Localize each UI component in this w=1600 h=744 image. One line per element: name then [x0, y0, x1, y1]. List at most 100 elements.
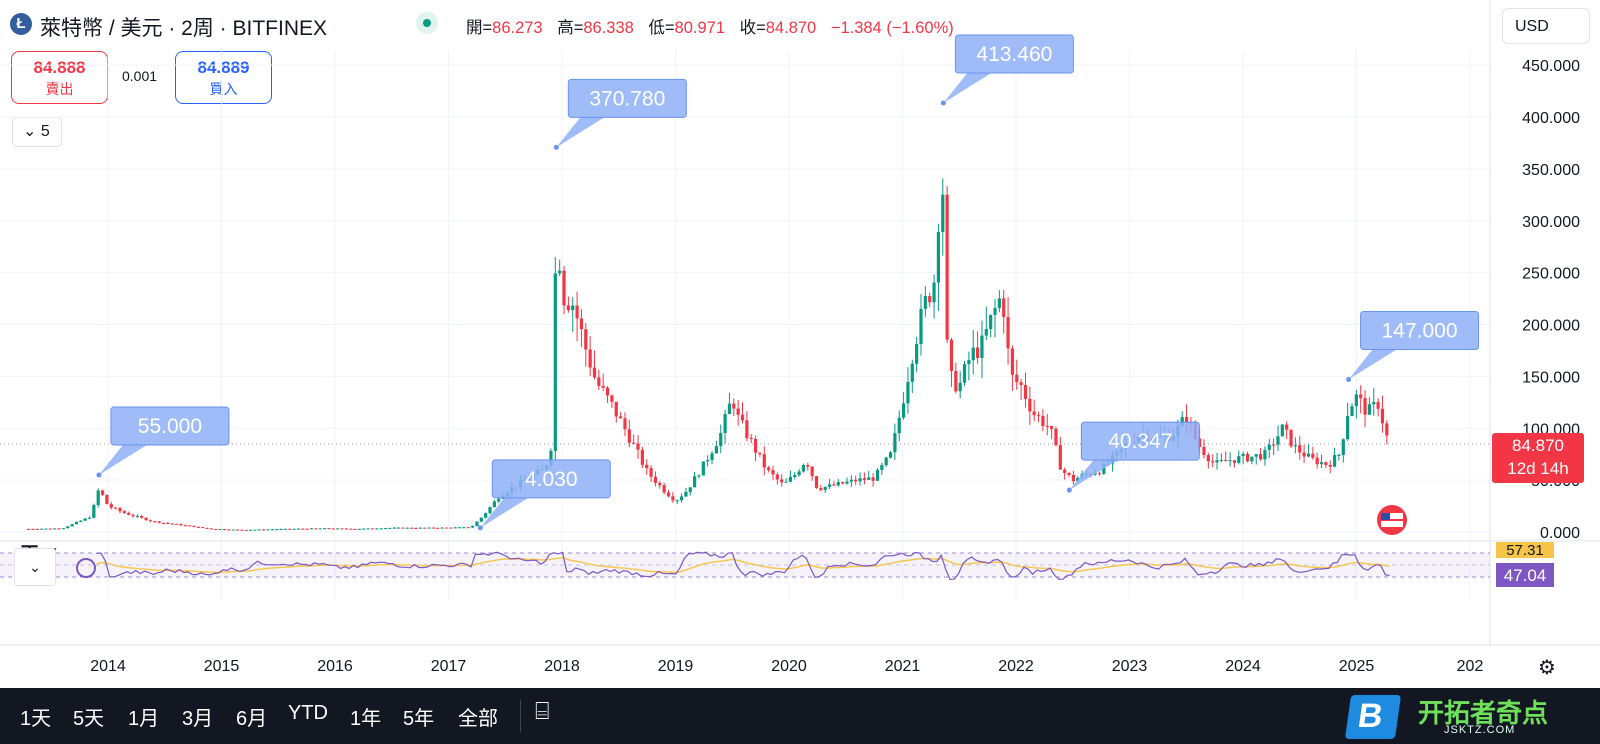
- candle-body: [340, 528, 344, 530]
- currency-select[interactable]: USD: [1502, 8, 1590, 44]
- candle-body: [1272, 444, 1276, 446]
- candle-body: [549, 450, 553, 466]
- price-chart[interactable]: 0.00050.000100.000150.000200.000250.0003…: [0, 0, 1600, 688]
- candle-body: [475, 521, 479, 527]
- candle-body: [497, 498, 501, 502]
- buy-button[interactable]: 84.889 買入: [175, 51, 272, 104]
- candle-body: [174, 523, 179, 525]
- candle-body: [936, 231, 941, 283]
- candle-body: [679, 496, 684, 501]
- callout-label: 40.347: [1108, 430, 1172, 453]
- candle-body: [854, 479, 858, 482]
- candle-body: [1228, 460, 1232, 462]
- candle-body: [179, 524, 183, 526]
- candle-body: [636, 443, 640, 450]
- candle-body: [449, 527, 453, 529]
- candle-body: [144, 517, 148, 521]
- candle-body: [61, 528, 65, 530]
- candle-body: [962, 364, 967, 383]
- candle-body: [775, 474, 779, 480]
- candle-body: [31, 528, 35, 530]
- price-tick-label: 450.000: [1522, 58, 1580, 75]
- candle-body: [1032, 411, 1036, 416]
- candle-body: [44, 528, 48, 530]
- price-tick-label: 0.000: [1540, 525, 1580, 542]
- callout-pointer: [943, 73, 992, 104]
- range-button[interactable]: 5年: [403, 708, 435, 730]
- candle-body: [1332, 455, 1337, 467]
- range-button[interactable]: 1月: [128, 708, 160, 730]
- candle-body: [1385, 423, 1389, 436]
- candle-body: [362, 528, 366, 530]
- candle-body: [610, 395, 614, 402]
- candle-body: [666, 492, 671, 497]
- price-tick-label: 350.000: [1522, 162, 1580, 179]
- candle-body: [148, 520, 153, 522]
- market-status-icon[interactable]: [416, 12, 438, 34]
- candle-body: [819, 488, 823, 490]
- time-axis: 2014 2015 2016 2017 2018 2019 2020 2021 2022 2023…: [90, 658, 1483, 675]
- range-button[interactable]: 5天: [73, 708, 105, 730]
- range-button[interactable]: 全部: [458, 708, 498, 730]
- candle-body: [66, 526, 70, 529]
- candle-body: [35, 528, 39, 530]
- candle-body: [1315, 457, 1319, 465]
- candle-body: [693, 476, 697, 488]
- candle-body: [492, 501, 496, 508]
- candle-body: [257, 529, 261, 531]
- candle-body: [100, 490, 105, 495]
- candle-body: [1254, 454, 1258, 457]
- candle-body: [614, 401, 618, 417]
- candle-body: [784, 481, 788, 483]
- candle-body: [1289, 429, 1293, 447]
- candle-body: [867, 477, 871, 480]
- candle-body: [658, 482, 662, 486]
- candle-body: [706, 460, 710, 462]
- range-button[interactable]: 1年: [350, 708, 382, 730]
- candle-body: [118, 508, 122, 512]
- calendar-icon[interactable]: ⌸: [535, 698, 550, 725]
- rsi-pane: 57.31 47.04: [0, 542, 1554, 587]
- candle-body: [1023, 385, 1028, 399]
- candle-body: [619, 416, 623, 419]
- countdown-value: 12d 14h: [1507, 459, 1568, 478]
- time-tick-label: 2018: [544, 658, 580, 675]
- candle-body: [1071, 475, 1075, 482]
- candle-body: [1350, 406, 1354, 416]
- close-label: 收=: [739, 19, 766, 37]
- candle-body: [1319, 462, 1324, 465]
- change-value: −1.384 (−1.60%): [830, 19, 954, 37]
- rsi-collapse-button[interactable]: ⌄: [14, 548, 56, 586]
- candle-body: [57, 528, 61, 530]
- candle-body: [135, 516, 139, 518]
- callout-box: [567, 78, 687, 118]
- candle-body: [353, 528, 357, 530]
- candle-body: [440, 527, 444, 529]
- candle-body: [240, 529, 244, 531]
- candle-body: [1206, 455, 1210, 462]
- range-button[interactable]: 1天: [20, 708, 52, 730]
- price-tick-label: 150.000: [1522, 369, 1580, 386]
- range-button[interactable]: 3月: [182, 708, 214, 730]
- range-button[interactable]: YTD: [288, 702, 328, 724]
- candle-body: [453, 527, 457, 529]
- sell-button[interactable]: 84.888 賣出: [11, 51, 108, 104]
- callout-point: [477, 525, 483, 531]
- candle-body: [366, 528, 370, 530]
- symbol-title[interactable]: 萊特幣 / 美元 · 2周 · BITFINEX: [40, 17, 328, 40]
- chart-grid: [0, 0, 1600, 646]
- candle-body: [566, 305, 570, 311]
- close-value: 84.870: [765, 19, 817, 37]
- candle-body: [140, 516, 144, 518]
- candle-body: [605, 387, 610, 396]
- gear-icon[interactable]: ⚙: [1538, 657, 1556, 679]
- candle-body: [797, 471, 801, 476]
- callout-pointer: [98, 444, 147, 475]
- range-button[interactable]: 6月: [236, 708, 268, 730]
- callout-point: [940, 100, 946, 106]
- callout-pointer: [480, 497, 529, 528]
- rsi-signal-line: [96, 556, 1390, 574]
- high-value: 86.338: [583, 19, 634, 37]
- candle-body: [814, 476, 819, 489]
- candle-body: [1036, 415, 1041, 417]
